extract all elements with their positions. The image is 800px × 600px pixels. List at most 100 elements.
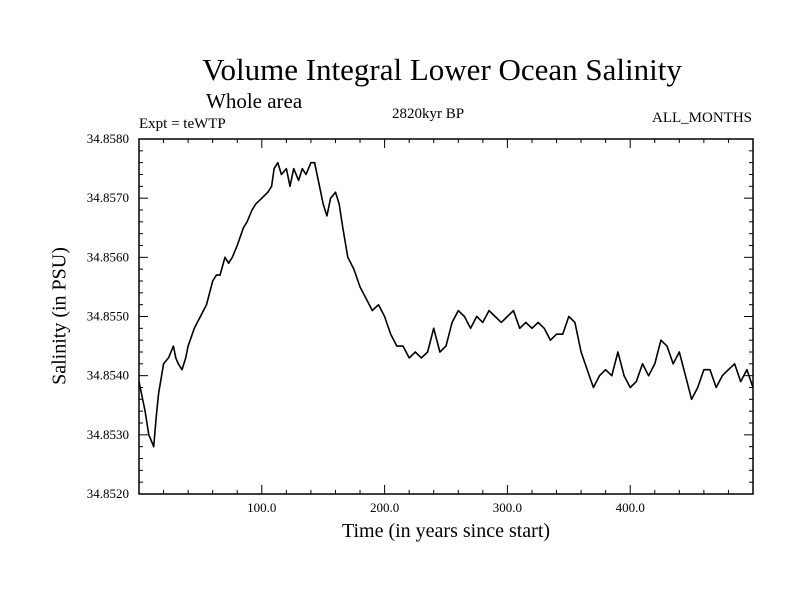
data-point	[199, 315, 201, 318]
data-point	[371, 309, 373, 312]
data-point	[212, 280, 214, 282]
data-point	[568, 315, 570, 318]
data-point	[494, 315, 496, 318]
data-point	[384, 315, 386, 318]
data-point	[342, 227, 344, 229]
data-point	[317, 179, 319, 182]
x-tick-label: 300.0	[493, 500, 522, 515]
data-point	[271, 185, 273, 187]
experiment-label: Expt = teWTP	[139, 116, 226, 132]
data-point	[506, 315, 508, 318]
data-point	[148, 434, 150, 436]
data-point	[721, 375, 723, 377]
data-point	[445, 345, 447, 347]
data-point	[414, 351, 416, 353]
data-point	[219, 274, 221, 276]
data-point	[629, 386, 631, 389]
data-point	[181, 369, 183, 371]
data-point	[365, 298, 367, 300]
data-point	[396, 345, 398, 347]
data-point	[329, 197, 332, 199]
series-layer	[138, 161, 754, 448]
data-point	[586, 369, 588, 371]
data-point	[347, 256, 349, 258]
data-point	[727, 369, 730, 371]
data-point	[185, 357, 187, 359]
data-point	[314, 162, 316, 164]
data-point	[740, 380, 742, 383]
data-point	[177, 363, 179, 365]
chart-title: Volume Integral Lower Ocean Salinity	[202, 52, 682, 87]
data-point	[500, 321, 502, 324]
data-point	[390, 333, 392, 335]
data-point	[255, 203, 257, 205]
data-point	[377, 304, 380, 306]
x-tick-label: 400.0	[616, 500, 645, 515]
data-point	[228, 262, 230, 264]
data-point	[574, 321, 576, 324]
data-point	[153, 446, 155, 448]
data-point	[691, 398, 693, 400]
data-point	[439, 351, 441, 353]
data-point	[277, 162, 279, 164]
data-point	[408, 357, 410, 359]
data-point	[703, 369, 705, 371]
data-point	[715, 386, 717, 389]
data-point	[463, 315, 466, 318]
data-point	[512, 309, 515, 312]
data-point	[420, 357, 423, 359]
data-point	[555, 333, 558, 335]
data-point	[617, 351, 619, 353]
data-point	[482, 321, 484, 324]
data-point	[273, 167, 275, 170]
data-point	[531, 327, 533, 329]
data-point	[426, 351, 429, 353]
data-point	[353, 268, 355, 270]
data-point	[605, 369, 607, 371]
data-point	[187, 345, 189, 347]
months-label: ALL_MONTHS	[652, 110, 752, 126]
data-point	[641, 363, 644, 365]
data-point	[155, 416, 157, 418]
data-point	[298, 179, 300, 182]
data-point	[162, 363, 165, 365]
data-point	[301, 167, 303, 170]
ticks-layer: 100.0 200.0 300.0 400.0 34.8520 34.8530 34.854…	[87, 131, 753, 515]
data-point	[697, 386, 699, 389]
plot-frame	[138, 138, 754, 495]
data-point	[338, 203, 340, 205]
y-tick-label: 34.8560	[87, 249, 129, 264]
data-point	[158, 392, 160, 395]
data-point	[261, 197, 263, 199]
data-point	[469, 327, 472, 329]
x-tick-label: 100.0	[247, 500, 276, 515]
data-point	[289, 185, 291, 187]
data-point	[236, 244, 238, 247]
data-point	[543, 327, 545, 329]
data-point	[678, 351, 680, 353]
data-point	[562, 333, 564, 335]
data-point	[359, 286, 361, 288]
data-point	[549, 339, 551, 341]
data-point	[611, 375, 613, 377]
data-point	[167, 357, 170, 359]
data-point	[267, 191, 269, 193]
data-point	[746, 369, 748, 371]
data-point	[623, 375, 625, 377]
data-point	[246, 221, 248, 223]
y-tick-label: 34.8540	[87, 368, 129, 383]
data-point	[322, 203, 324, 205]
data-point	[476, 315, 478, 318]
data-point	[293, 167, 295, 170]
data-point	[592, 386, 594, 389]
data-point	[488, 309, 490, 312]
x-axis-label: Time (in years since start)	[341, 520, 551, 542]
data-point	[635, 380, 637, 383]
data-point	[433, 327, 435, 329]
data-point	[231, 256, 233, 258]
data-point	[648, 375, 650, 377]
y-tick-label: 34.8520	[87, 486, 129, 501]
data-point	[672, 363, 674, 365]
data-point	[402, 345, 404, 347]
